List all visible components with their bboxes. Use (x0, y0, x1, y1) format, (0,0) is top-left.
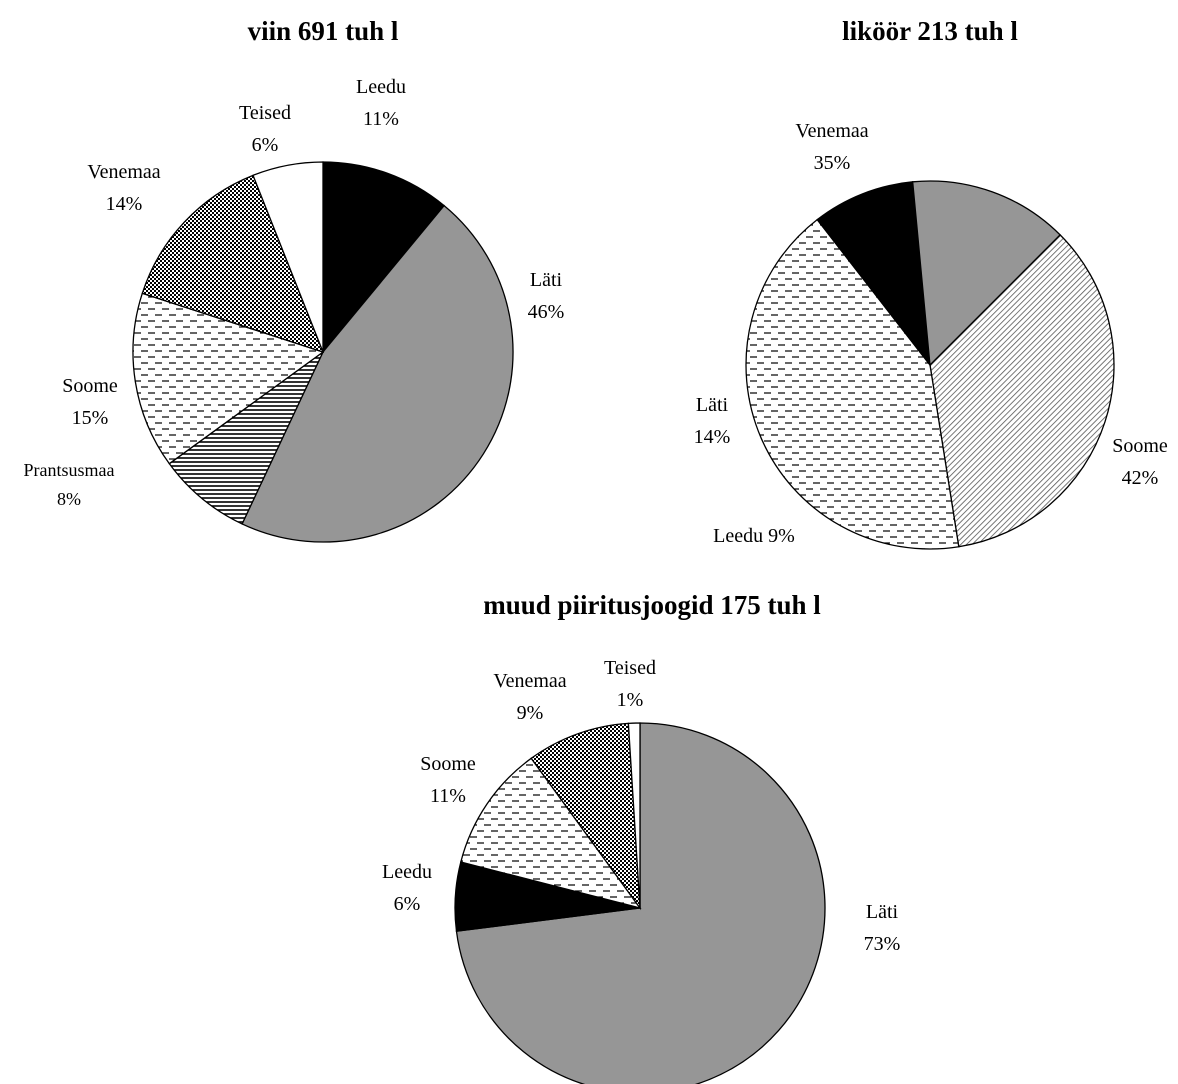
pct-muud-teised: 1% (617, 689, 644, 711)
label-muud-soome: Soome (420, 753, 476, 775)
pie-slice-l-ti (241, 204, 514, 543)
label-likoor-lati: Läti (696, 394, 729, 416)
pct-likoor-venemaa: 35% (814, 152, 851, 174)
pie-slice-l-ti (455, 722, 826, 1084)
label-likoor-leedu-name: Leedu (713, 525, 763, 547)
pie-slice-soome (460, 757, 642, 910)
pie-muud (454, 722, 826, 1084)
pie-slice-soome (745, 218, 960, 550)
pie-likoor (745, 180, 1115, 550)
pie-slice-venemaa (929, 233, 1115, 548)
label-muud-leedu: Leedu (382, 861, 432, 883)
pie-slice-leedu (816, 181, 931, 368)
chart-title-likoor: liköör 213 tuh l (842, 16, 1018, 46)
pie-viin (132, 161, 514, 543)
label-muud-teised: Teised (604, 657, 656, 679)
pct-muud-leedu: 6% (394, 893, 421, 915)
pct-likoor-soome: 42% (1122, 467, 1159, 489)
pie-slice-leedu (322, 161, 446, 354)
pie-slice-teised (627, 722, 641, 909)
pct-viin-leedu: 11% (363, 108, 399, 130)
pct-muud-venemaa: 9% (517, 702, 544, 724)
pct-viin-prantsusmaa: 8% (57, 489, 81, 509)
pie-slice-l-ti (911, 180, 1062, 367)
label-likoor-leedu: Leedu 9% (713, 525, 795, 547)
pct-viin-teised: 6% (252, 134, 279, 156)
pie-slice-soome (132, 292, 325, 465)
label-muud-lati: Läti (866, 901, 899, 923)
pie-slice-teised (252, 161, 324, 353)
label-viin-soome: Soome (62, 375, 118, 397)
chart-title-viin: viin 691 tuh l (248, 16, 399, 46)
pct-viin-lati: 46% (528, 301, 565, 323)
pct-viin-soome: 15% (72, 407, 109, 429)
chart-title-muud: muud piiritusjoogid 175 tuh l (483, 590, 821, 620)
pie-slice-venemaa (530, 722, 641, 911)
pct-muud-soome: 11% (430, 785, 466, 807)
pie-slice-prantsusmaa (168, 351, 324, 525)
pct-likoor-leedu: 9% (768, 525, 795, 547)
pct-likoor-lati: 14% (694, 426, 731, 448)
label-viin-lati: Läti (530, 269, 563, 291)
label-likoor-soome: Soome (1112, 435, 1168, 457)
label-viin-teised: Teised (239, 102, 291, 124)
pct-muud-lati: 73% (864, 933, 901, 955)
pct-viin-venemaa: 14% (106, 193, 143, 215)
label-viin-leedu: Leedu (356, 76, 406, 98)
label-viin-prantsusmaa: Prantsusmaa (24, 460, 115, 480)
label-likoor-venemaa: Venemaa (795, 120, 868, 142)
pie-slice-venemaa (141, 174, 325, 354)
label-muud-venemaa: Venemaa (493, 670, 566, 692)
label-viin-venemaa: Venemaa (87, 161, 160, 183)
